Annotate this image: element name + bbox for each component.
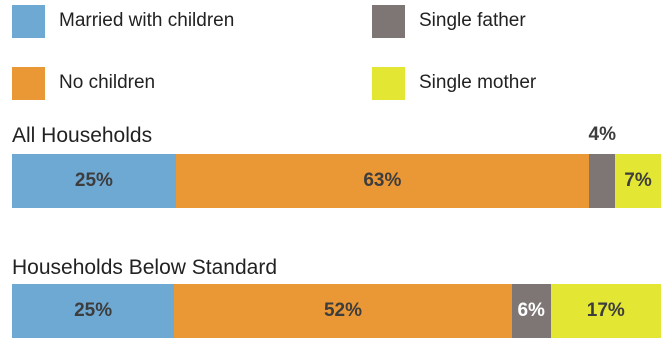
legend-label-single-father: Single father: [419, 10, 526, 31]
data-label-single-mother: 17%: [586, 300, 625, 321]
bar-segment-no-children: 52%: [174, 284, 512, 338]
chart-title-households-below-standard: Households Below Standard: [12, 256, 278, 279]
legend-swatch-single-mother: [372, 66, 405, 100]
legend-item-single-mother: Single mother: [372, 66, 536, 100]
legend-swatch-married-with-children: [12, 4, 45, 38]
data-label-single-father: 6%: [517, 300, 545, 321]
legend: Married with children No children Single…: [12, 4, 652, 104]
bar-segment-married-with-children: 25%: [12, 154, 176, 208]
legend-item-no-children: No children: [12, 66, 155, 100]
bar-segment-married-with-children: 25%: [12, 284, 175, 338]
legend-label-married-with-children: Married with children: [59, 10, 235, 31]
legend-item-married-with-children: Married with children: [12, 4, 234, 38]
data-label-single-mother: 7%: [624, 170, 652, 191]
legend-label-no-children: No children: [59, 72, 156, 93]
bar-segment-single-mother: 17%: [550, 284, 661, 338]
stacked-bar-households-below-standard: 25% 52% 6% 17%: [12, 284, 661, 338]
legend-label-single-mother: Single mother: [419, 72, 537, 93]
bar-segment-single-father: [588, 154, 616, 208]
data-label-no-children: 52%: [323, 300, 362, 321]
data-label-married-with-children: 25%: [74, 300, 113, 321]
legend-item-single-father: Single father: [372, 4, 526, 38]
data-label-single-father: 4%: [588, 124, 616, 145]
data-label-married-with-children: 25%: [74, 170, 113, 191]
legend-swatch-single-father: [372, 4, 405, 38]
stacked-bar-all-households: 25% 63% 7%: [12, 154, 661, 208]
data-label-no-children: 63%: [363, 170, 402, 191]
legend-swatch-no-children: [12, 66, 45, 100]
chart-title-all-households: All Households: [12, 124, 153, 147]
bar-segment-single-father: 6%: [511, 284, 551, 338]
bar-segment-no-children: 63%: [175, 154, 589, 208]
bar-segment-single-mother: 7%: [615, 154, 661, 208]
